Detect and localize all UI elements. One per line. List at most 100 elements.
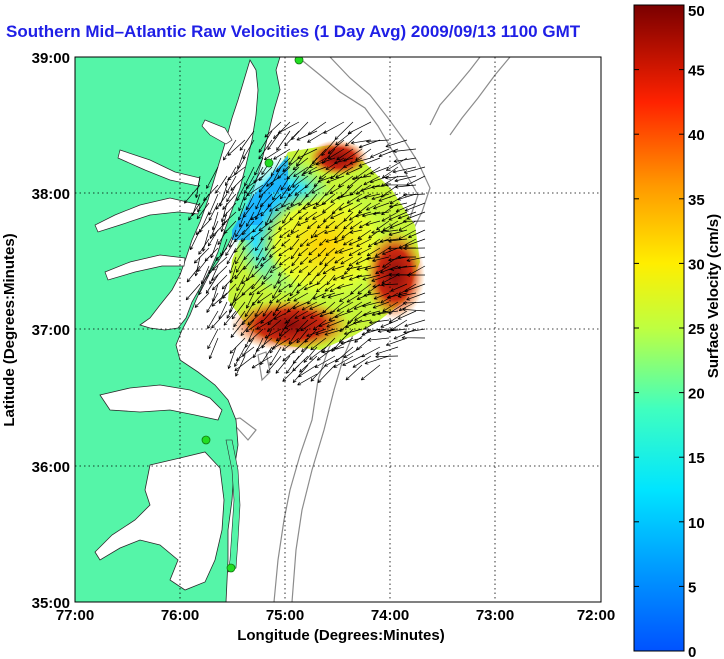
velocity-arrow: [293, 292, 309, 302]
velocity-arrow: [324, 328, 345, 336]
y-axis-title: Latitude (Degrees:Minutes): [1, 233, 18, 426]
velocity-arrow: [297, 247, 309, 257]
bay-river-1: [94, 197, 201, 233]
colorbar-tick-label: 40: [688, 127, 705, 144]
velocity-arrow: [315, 157, 336, 166]
velocity-arrow: [229, 256, 237, 274]
velocity-arrow: [393, 157, 417, 163]
velocity-arrow: [266, 319, 282, 332]
colorbar-tick-label: 10: [688, 515, 705, 532]
velocity-arrow: [346, 193, 363, 204]
velocity-arrow: [208, 202, 219, 221]
velocity-arrow: [404, 238, 426, 248]
velocity-arrow: [334, 256, 345, 264]
velocity-arrow: [211, 256, 228, 271]
velocity-arrow: [342, 355, 363, 366]
velocity-arrow: [381, 282, 399, 287]
albemarle-sound: [99, 384, 223, 421]
velocity-arrow: [290, 247, 300, 260]
velocity-arrow: [306, 238, 318, 246]
velocity-arrow: [345, 364, 363, 381]
velocity-arrow: [355, 211, 372, 218]
velocity-arrow: [397, 211, 417, 220]
velocity-arrow: [316, 220, 327, 229]
velocity-arrow: [272, 283, 282, 299]
velocity-arrow: [402, 307, 426, 312]
velocity-arrow: [364, 355, 390, 365]
velocity-arrow: [325, 157, 345, 170]
velocity-arrow: [294, 310, 309, 319]
velocity-arrow: [284, 130, 300, 147]
y-tick-label: 38:00: [32, 186, 70, 203]
velocity-arrow: [211, 274, 228, 291]
velocity-arrow: [326, 175, 345, 184]
velocity-arrow: [304, 211, 318, 221]
velocity-arrow: [403, 219, 426, 224]
velocity-arrow: [258, 139, 273, 160]
velocity-arrow: [355, 274, 372, 279]
velocity-arrow: [322, 211, 336, 223]
velocity-arrow: [272, 184, 282, 201]
station-marker[interactable]: [294, 56, 304, 65]
velocity-arrow: [251, 274, 264, 290]
velocity-arrow: [316, 265, 327, 277]
map-plot-area[interactable]: [75, 56, 601, 602]
velocity-arrow: [248, 283, 264, 296]
velocity-arrow: [334, 310, 354, 319]
velocity-arrow: [277, 274, 291, 284]
station-marker[interactable]: [201, 435, 211, 445]
velocity-arrow: [312, 202, 327, 209]
station-marker[interactable]: [226, 563, 236, 573]
velocity-arrow: [260, 202, 273, 217]
colorbar-title: Surface Velocity (cm/s): [705, 214, 722, 378]
velocity-arrow: [397, 310, 417, 320]
velocity-arrow: [205, 274, 219, 294]
velocity-arrow: [355, 256, 372, 265]
velocity-arrow: [380, 265, 399, 274]
velocity-arrow: [301, 301, 318, 311]
velocity-arrow: [366, 139, 390, 144]
velocity-arrow: [243, 184, 255, 201]
velocity-arrow: [227, 346, 237, 370]
velocity-arrow: [261, 274, 273, 285]
velocity-arrow: [269, 265, 282, 273]
x-axis-title: Longitude (Degrees:Minutes): [237, 627, 445, 644]
velocity-arrow: [338, 247, 354, 254]
velocity-arrow: [348, 274, 363, 281]
velocity-arrow: [343, 211, 354, 222]
velocity-arrow: [278, 256, 291, 266]
velocity-arrow: [242, 139, 255, 160]
velocity-arrow: [286, 202, 300, 210]
chesapeake-bay: [139, 59, 259, 331]
velocity-arrow: [348, 247, 363, 256]
velocity-arrow: [321, 292, 336, 299]
velocity-arrow: [314, 229, 327, 238]
y-tick-label: 35:00: [32, 595, 70, 612]
velocity-arrow: [310, 337, 327, 351]
velocity-arrow: [393, 148, 417, 154]
velocity-arrow: [233, 310, 246, 328]
map-title: Southern Mid–Atlantic Raw Velocities (1 …: [6, 22, 581, 41]
velocity-arrow: [327, 148, 345, 160]
colorbar-tick-label: 30: [688, 256, 705, 273]
velocity-arrow: [326, 274, 336, 286]
velocity-arrow: [392, 166, 417, 174]
velocity-arrow: [386, 292, 408, 299]
station-marker[interactable]: [264, 158, 274, 168]
velocity-arrow: [256, 319, 273, 330]
colorbar-tick-label: 5: [688, 579, 696, 596]
velocity-arrow: [244, 328, 255, 348]
velocity-arrow: [318, 166, 336, 180]
velocity-arrow: [360, 364, 381, 381]
velocity-arrow: [404, 319, 426, 328]
velocity-arrow: [255, 247, 264, 261]
velocity-arrow: [371, 310, 390, 317]
velocity-arrow: [255, 337, 273, 352]
velocity-arrow: [334, 220, 345, 230]
velocity-arrow: [292, 301, 309, 310]
velocity-arrow: [217, 229, 228, 245]
velocity-arrow: [315, 328, 336, 336]
velocity-arrow: [375, 265, 390, 275]
velocity-arrow: [207, 328, 219, 350]
